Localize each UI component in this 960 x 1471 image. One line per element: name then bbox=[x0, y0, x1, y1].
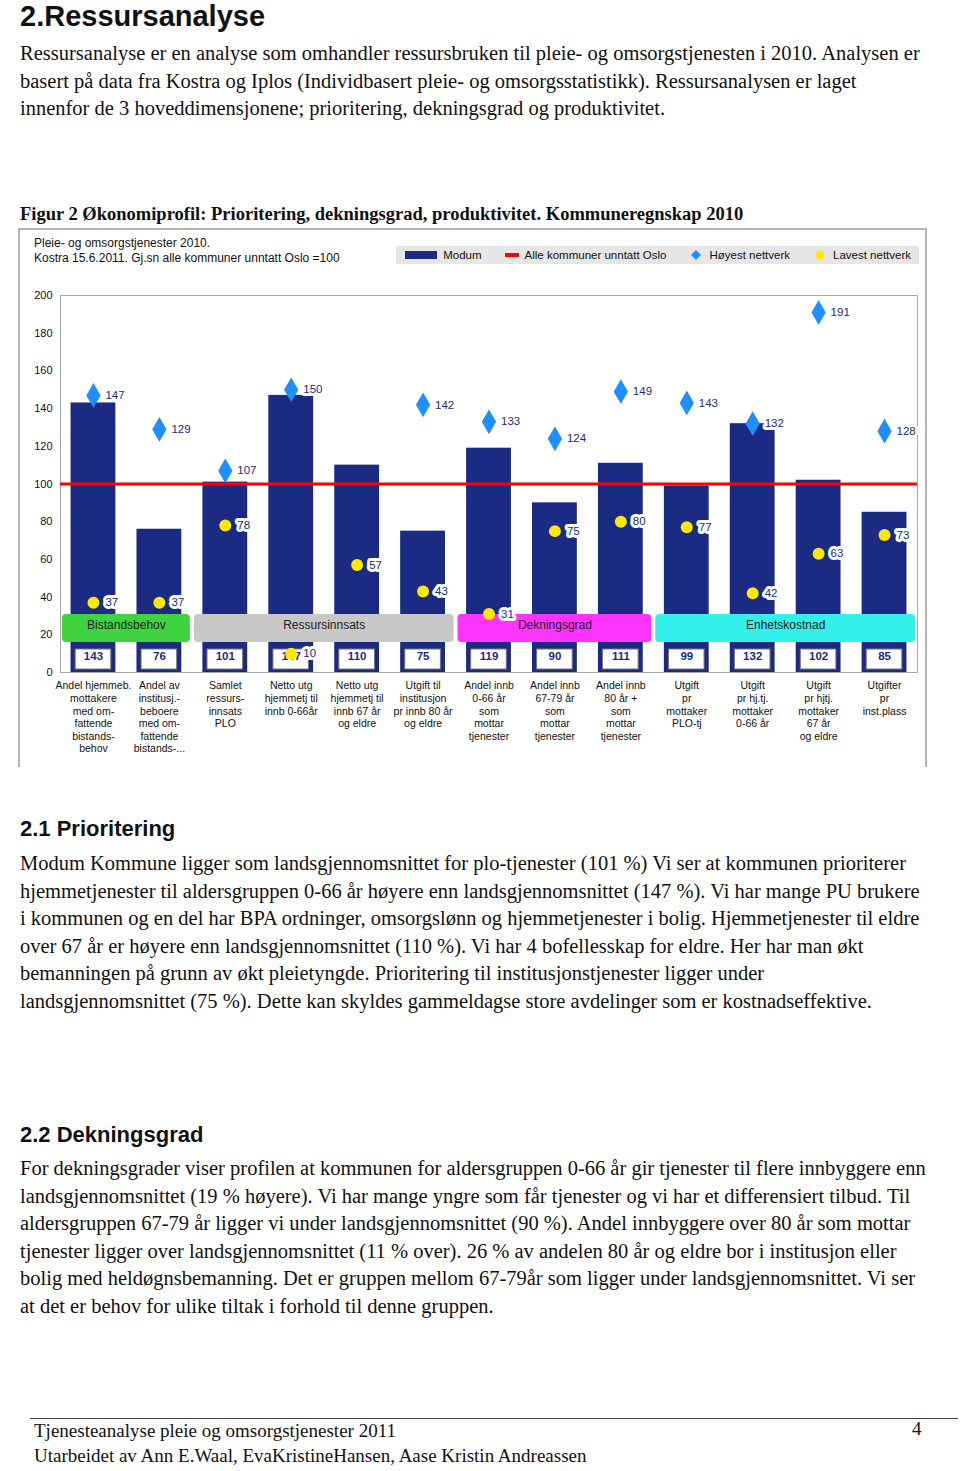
svg-text:110: 110 bbox=[348, 650, 367, 662]
svg-text:Andel innb0-66 årsommottartjen: Andel innb0-66 årsommottartjenester bbox=[464, 679, 514, 741]
svg-text:42: 42 bbox=[765, 587, 778, 599]
svg-text:76: 76 bbox=[153, 650, 166, 662]
svg-text:107: 107 bbox=[237, 464, 256, 476]
svg-text:78: 78 bbox=[237, 519, 250, 531]
svg-text:124: 124 bbox=[567, 432, 587, 444]
svg-text:99: 99 bbox=[680, 650, 693, 662]
svg-text:132: 132 bbox=[743, 650, 762, 662]
svg-text:128: 128 bbox=[897, 425, 916, 437]
svg-text:Ressursinnsats: Ressursinnsats bbox=[283, 618, 365, 632]
svg-text:31: 31 bbox=[501, 608, 514, 620]
svg-text:Netto utghjemmetj tilinnb 67 å: Netto utghjemmetj tilinnb 67 årog eldre bbox=[331, 679, 384, 729]
svg-text:120: 120 bbox=[34, 440, 52, 452]
html-text:2.Ressursanalyse: 2.Ressursanalyse bbox=[20, 0, 266, 32]
svg-text:191: 191 bbox=[831, 306, 850, 318]
svg-text:10: 10 bbox=[303, 647, 316, 659]
svg-text:147: 147 bbox=[105, 389, 124, 401]
svg-text:43: 43 bbox=[435, 585, 448, 597]
svg-text:147: 147 bbox=[281, 649, 301, 662]
svg-text:Andel hjemmeb.mottakeremed om-: Andel hjemmeb.mottakeremed om-fattendebi… bbox=[56, 679, 132, 754]
svg-text:101: 101 bbox=[216, 650, 236, 662]
svg-text:140: 140 bbox=[34, 402, 52, 414]
svg-text:Netto utghjemmetj tilinnb 0-66: Netto utghjemmetj tilinnb 0-66år bbox=[265, 679, 319, 716]
html-text:Tjenesteanalyse pleie og omsor: Tjenesteanalyse pleie og omsorgstjeneste… bbox=[34, 1420, 396, 1441]
svg-text:90: 90 bbox=[549, 650, 562, 662]
svg-text:80: 80 bbox=[40, 515, 52, 527]
svg-text:160: 160 bbox=[34, 364, 52, 376]
svg-text:180: 180 bbox=[34, 327, 52, 339]
html-text:Utarbeidet av Ann E.Waal, EvaK: Utarbeidet av Ann E.Waal, EvaKristineHan… bbox=[34, 1445, 587, 1466]
svg-text:132: 132 bbox=[765, 417, 784, 429]
html-text:For dekningsgrader viser profi: For dekningsgrader viser profilen at kom… bbox=[20, 1157, 926, 1317]
svg-text:133: 133 bbox=[501, 415, 520, 427]
svg-text:119: 119 bbox=[480, 650, 499, 662]
svg-text:143: 143 bbox=[84, 650, 103, 662]
html-text:2.1 Prioritering: 2.1 Prioritering bbox=[20, 816, 176, 841]
svg-text:Utgifterprinst.plass: Utgifterprinst.plass bbox=[863, 679, 907, 716]
svg-text:Utgift tilinstitusjonpr innb 8: Utgift tilinstitusjonpr innb 80 årog eld… bbox=[394, 679, 453, 729]
svg-text:40: 40 bbox=[40, 591, 52, 603]
svg-text:Bistandsbehov: Bistandsbehov bbox=[87, 618, 166, 632]
svg-text:UtgiftprmottakerPLO-tj: UtgiftprmottakerPLO-tj bbox=[666, 679, 707, 729]
svg-text:111: 111 bbox=[612, 650, 631, 662]
svg-text:63: 63 bbox=[831, 547, 844, 559]
svg-text:60: 60 bbox=[40, 553, 52, 565]
svg-text:57: 57 bbox=[369, 559, 382, 571]
svg-text:Dekningsgrad: Dekningsgrad bbox=[518, 618, 592, 632]
svg-text:200: 200 bbox=[34, 289, 52, 301]
html-text:4: 4 bbox=[912, 1418, 922, 1439]
svg-text:142: 142 bbox=[435, 399, 454, 411]
svg-text:150: 150 bbox=[303, 383, 322, 395]
svg-text:37: 37 bbox=[105, 596, 118, 608]
html-text:Modum Kommune ligger som lands: Modum Kommune ligger som landsgjennomsni… bbox=[20, 852, 920, 1012]
svg-text:80: 80 bbox=[633, 515, 646, 527]
html-text:Høyest nettverk: Høyest nettverk bbox=[709, 249, 790, 261]
svg-text:Andel avinstitusj.-beboeremed: Andel avinstitusj.-beboeremed om-fattend… bbox=[134, 679, 185, 754]
svg-text:37: 37 bbox=[171, 596, 184, 608]
html-text:Modum: Modum bbox=[443, 249, 482, 261]
html-text:Alle kommuner unntatt Oslo: Alle kommuner unntatt Oslo bbox=[524, 249, 667, 261]
html-text:Pleie- og omsorgstjenester 201: Pleie- og omsorgstjenester 2010. bbox=[34, 236, 211, 250]
svg-text:102: 102 bbox=[809, 650, 828, 662]
html-text:2.2 Dekningsgrad: 2.2 Dekningsgrad bbox=[20, 1122, 204, 1147]
svg-text:75: 75 bbox=[567, 525, 580, 537]
svg-text:129: 129 bbox=[171, 423, 190, 435]
svg-text:75: 75 bbox=[417, 650, 430, 662]
svg-text:20: 20 bbox=[40, 628, 52, 640]
svg-text:85: 85 bbox=[878, 650, 891, 662]
svg-text:Andel innb80 år +sommottartjen: Andel innb80 år +sommottartjenester bbox=[596, 679, 646, 741]
svg-text:Utgiftpr hj.tj.mottaker0-66 år: Utgiftpr hj.tj.mottaker0-66 år bbox=[732, 679, 773, 729]
html-text:Kostra 15.6.2011. Gj.sn alle k: Kostra 15.6.2011. Gj.sn alle kommuner un… bbox=[34, 251, 340, 265]
svg-text:Enhetskostnad: Enhetskostnad bbox=[746, 618, 825, 632]
svg-text:100: 100 bbox=[34, 478, 52, 490]
svg-text:0: 0 bbox=[46, 666, 52, 678]
svg-text:Andel innb67-79 årsommottartje: Andel innb67-79 årsommottartjenester bbox=[530, 679, 580, 741]
svg-text:77: 77 bbox=[699, 521, 712, 533]
svg-text:73: 73 bbox=[897, 529, 910, 541]
svg-text:Utgiftpr hjtj.mottaker67 årog: Utgiftpr hjtj.mottaker67 årog eldre bbox=[798, 679, 839, 741]
svg-text:149: 149 bbox=[633, 385, 652, 397]
html-text:Lavest nettverk: Lavest nettverk bbox=[833, 249, 911, 261]
svg-text:143: 143 bbox=[699, 397, 718, 409]
html-text:Ressursanalyse er en analyse s: Ressursanalyse er en analyse som omhandl… bbox=[20, 42, 920, 120]
svg-text:Samletressurs-innsatsPLO: Samletressurs-innsatsPLO bbox=[206, 679, 244, 729]
html-text:Figur 2 Økonomiprofil: Priorit: Figur 2 Økonomiprofil: Prioritering, dek… bbox=[20, 204, 744, 224]
